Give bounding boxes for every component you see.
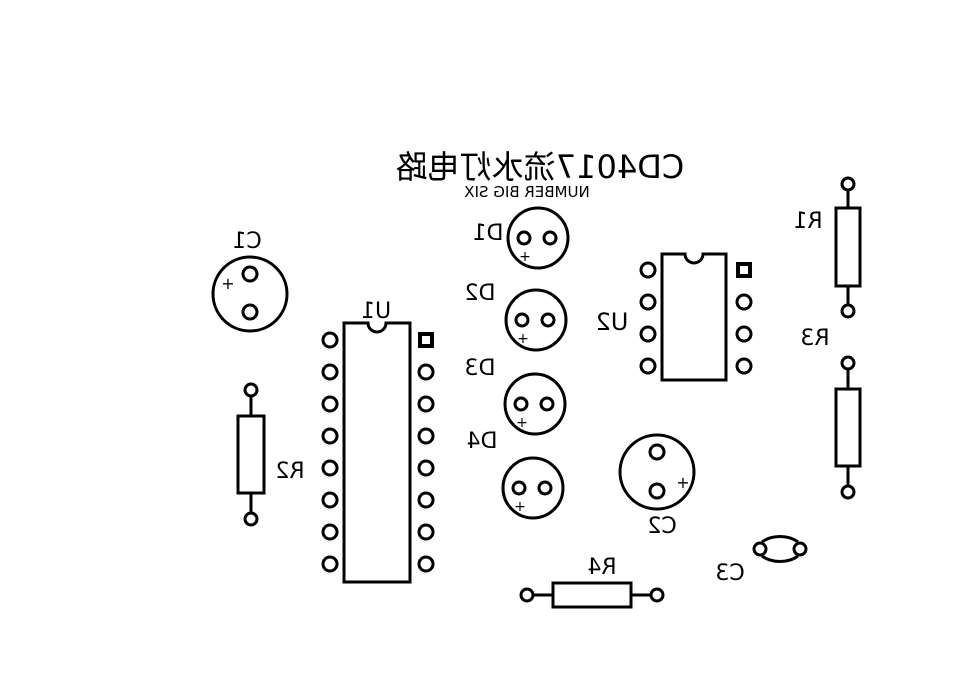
led-d4: + D4 — [467, 429, 565, 520]
d1-outline — [506, 206, 570, 270]
u2-outline — [660, 252, 728, 382]
c3-pad-1 — [752, 541, 768, 557]
c2-pad-2 — [648, 482, 666, 500]
u1-pin — [417, 395, 435, 413]
u1-pins-left — [321, 331, 339, 573]
r3-label: R3 — [800, 326, 829, 351]
r4-label: R4 — [587, 555, 616, 580]
u1-pin — [417, 491, 435, 509]
r1-pad-bottom — [840, 303, 856, 319]
u2-pin — [639, 261, 657, 279]
c2-outline — [618, 433, 696, 511]
u1-pin — [321, 363, 339, 381]
d3-pad-2 — [539, 396, 555, 412]
u1-pin-1-hole — [422, 336, 430, 344]
d1-pad-1 — [516, 230, 532, 246]
d4-label: D4 — [467, 429, 498, 454]
c1-label: C1 — [232, 229, 261, 254]
u1-pin — [321, 331, 339, 349]
c3-label: C3 — [715, 561, 744, 586]
board-subtitle: NUMBER BIG SIX — [464, 183, 589, 201]
c3-pad-2 — [792, 541, 808, 557]
ic-u1: U1 — [321, 299, 435, 584]
r4-pad-left — [519, 587, 535, 603]
u2-pin — [639, 293, 657, 311]
u1-pin — [321, 459, 339, 477]
resistor-r2: R2 — [236, 382, 305, 527]
c1-outline — [211, 255, 289, 333]
resistor-r3: R3 — [800, 326, 862, 500]
u1-pin — [417, 427, 435, 445]
r2-label: R2 — [275, 459, 304, 484]
r1-body — [834, 206, 862, 288]
d2-outline — [504, 288, 568, 352]
ic-u2: U2 — [596, 252, 753, 382]
c1-polarity-mark: + — [221, 274, 234, 293]
c3-arc-bottom — [761, 554, 799, 564]
r3-body — [834, 387, 862, 468]
u1-pin — [417, 523, 435, 541]
u2-pin — [639, 357, 657, 375]
d2-label: D2 — [465, 281, 496, 306]
capacitor-c2: + C2 — [618, 433, 696, 539]
board-title: CD4017流水灯电路 — [396, 148, 684, 186]
r3-pad-bottom — [840, 484, 856, 500]
capacitor-c3: C3 — [715, 534, 808, 586]
led-d1: + D1 — [473, 206, 570, 270]
resistor-r4: R4 — [519, 555, 665, 609]
r3-pad-top — [840, 355, 856, 371]
u1-pin — [417, 555, 435, 573]
u1-pin — [321, 427, 339, 445]
u2-pin — [735, 325, 753, 343]
d4-pad-2 — [537, 480, 553, 496]
u2-pins-left — [639, 261, 657, 375]
c2-polarity-mark: + — [676, 473, 689, 492]
r1-pad-top — [840, 176, 856, 192]
r2-body — [236, 414, 266, 495]
r4-pad-right — [649, 587, 665, 603]
d1-polarity-mark: + — [519, 249, 531, 265]
r2-pad-top — [243, 382, 259, 398]
c3-arc-top — [761, 534, 799, 544]
d1-pad-2 — [542, 230, 558, 246]
d3-polarity-mark: + — [516, 415, 528, 431]
capacitor-c1: + C1 — [211, 229, 289, 333]
u1-pin — [321, 395, 339, 413]
c2-pad-1 — [648, 443, 666, 461]
d2-polarity-mark: + — [517, 331, 529, 347]
u1-pin — [321, 491, 339, 509]
d1-label: D1 — [473, 221, 504, 246]
d4-polarity-mark: + — [514, 499, 526, 515]
c1-pad-2 — [241, 303, 259, 321]
d4-pad-1 — [511, 480, 527, 496]
u2-pins-right — [735, 262, 753, 375]
d4-outline — [501, 456, 565, 520]
u1-outline — [342, 321, 412, 584]
u2-label: U2 — [596, 308, 629, 336]
r4-body — [551, 581, 633, 609]
u1-pin — [417, 363, 435, 381]
d2-pad-2 — [540, 312, 556, 328]
d3-outline — [503, 372, 567, 436]
u1-label: U1 — [361, 299, 391, 324]
led-d2: + D2 — [465, 281, 568, 352]
u2-pin-1-hole — [740, 266, 748, 274]
r1-label: R1 — [793, 209, 822, 234]
d3-pad-1 — [513, 396, 529, 412]
c1-pad-1 — [241, 265, 259, 283]
u2-pin — [639, 325, 657, 343]
d3-label: D3 — [465, 356, 496, 381]
r2-pad-bottom — [243, 511, 259, 527]
led-d3: + D3 — [465, 356, 567, 436]
resistor-r1: R1 — [793, 176, 862, 319]
u2-pin — [735, 357, 753, 375]
c2-label: C2 — [647, 514, 676, 539]
u1-pins-right — [417, 332, 435, 573]
u1-pin — [417, 459, 435, 477]
d2-pad-1 — [514, 312, 530, 328]
u1-pin — [321, 523, 339, 541]
u1-pin — [321, 555, 339, 573]
u2-pin — [735, 293, 753, 311]
